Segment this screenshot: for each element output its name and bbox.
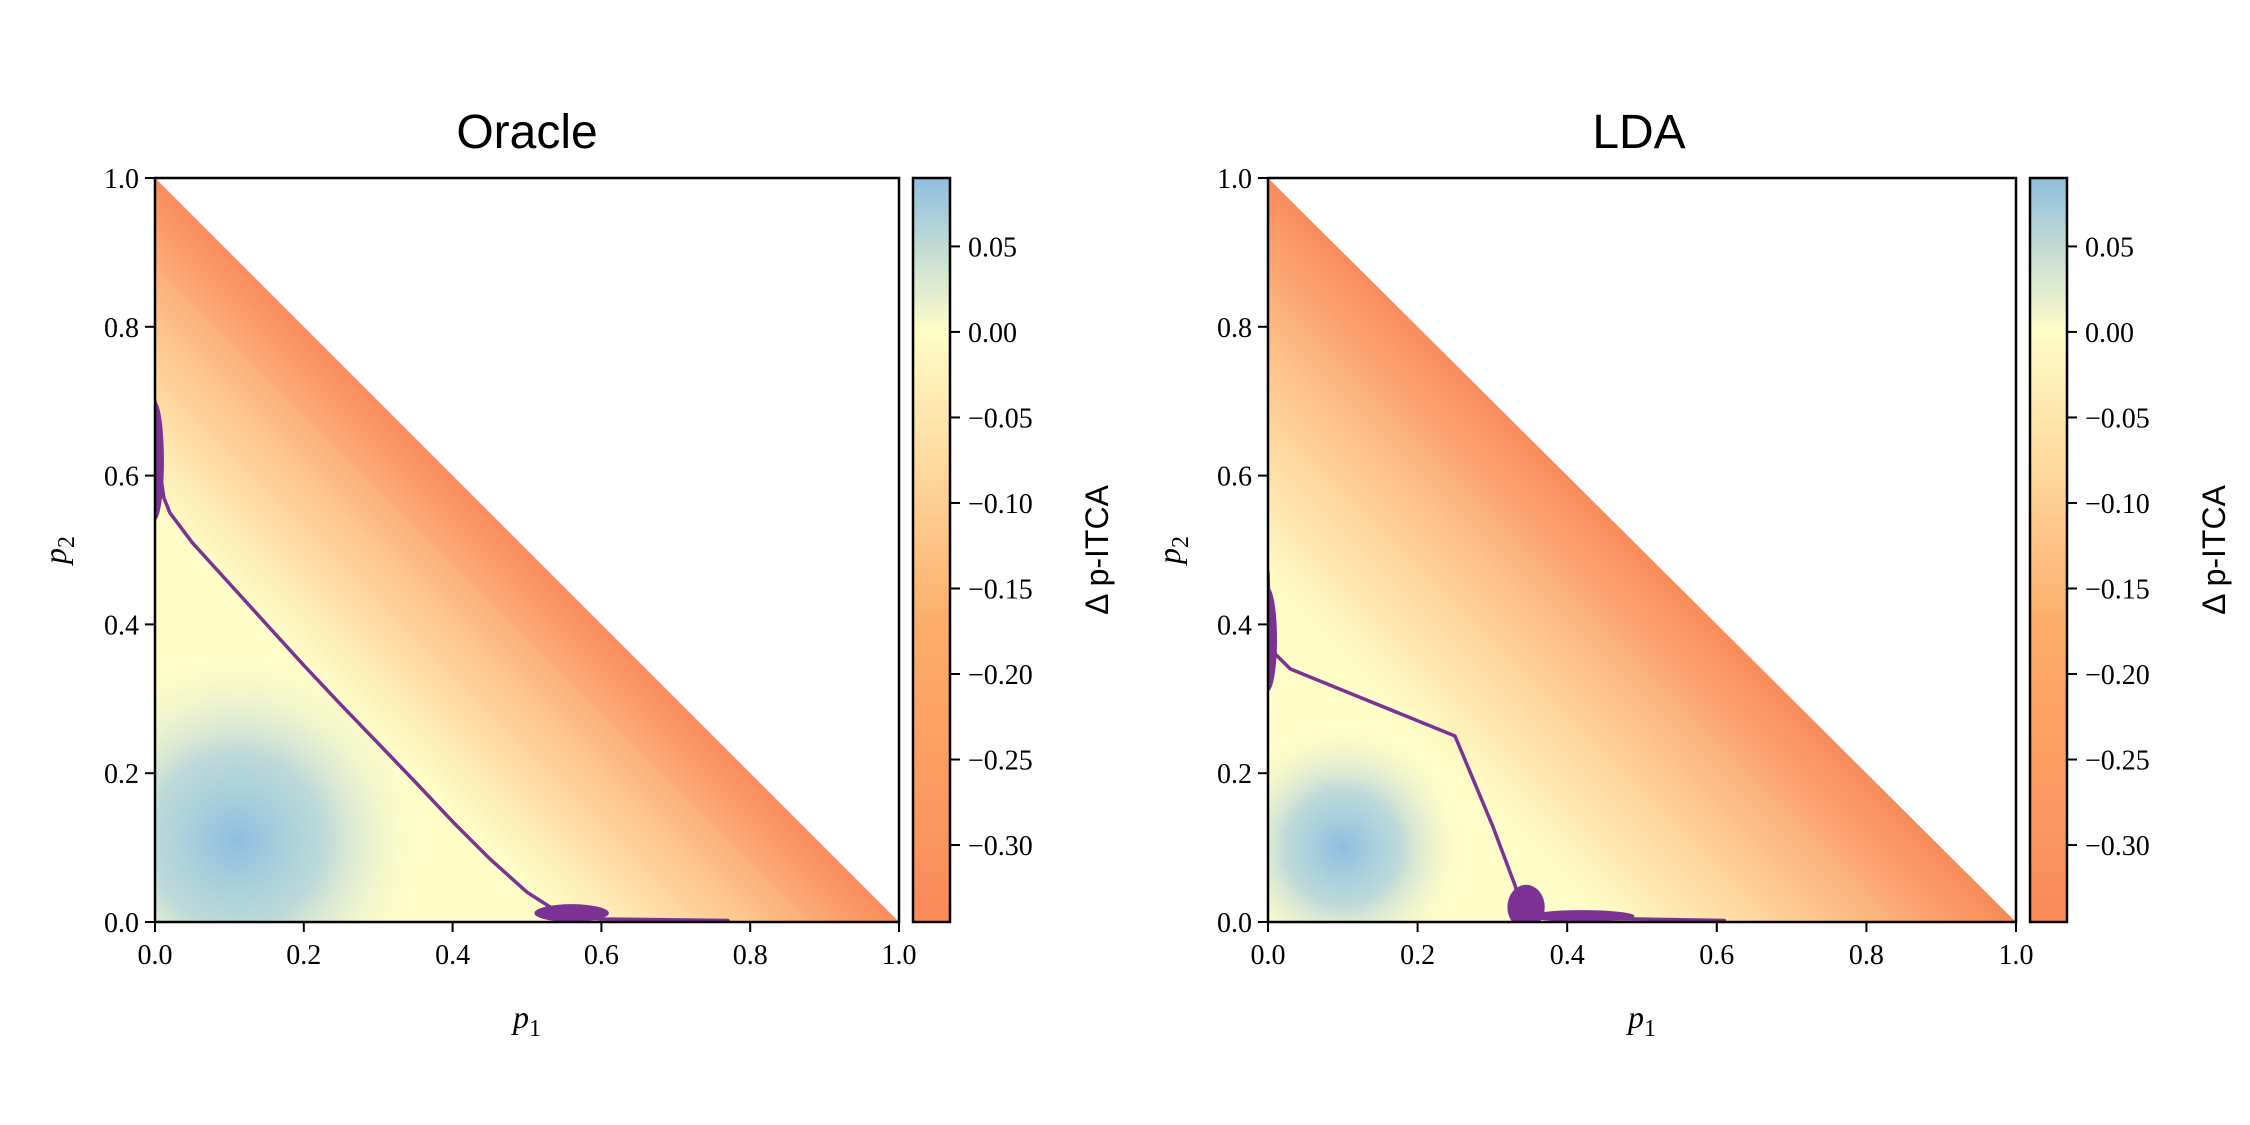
positive-region-shading [1268,178,2016,922]
oracle-heat-field [155,178,899,922]
x-tick-label: 0.0 [138,940,173,971]
oracle-colorbar: 0.05 0.00 −0.05 −0.10 −0.15 −0.20 −0.25 −0.30 Δ… [911,176,1115,924]
y-tick-label: 0.4 [1217,610,1252,641]
x-tick-label: 0.8 [733,940,768,971]
colorbar-tick-label: −0.25 [968,746,1033,777]
colorbar-tick-label: −0.05 [2085,403,2150,434]
lda-y-axis-label: p2 [1151,536,1194,566]
y-tick-label: 0.2 [104,759,139,790]
oracle-title: Oracle [456,106,597,159]
colorbar-tick-label: −0.30 [2085,831,2150,862]
colorbar-tick-label: −0.25 [2085,746,2150,777]
colorbar-tick-label: −0.10 [968,489,1033,520]
x-tick-label: 1.0 [1999,940,2034,971]
zero-contour-lobe [534,904,609,922]
lda-colorbar: 0.05 0.00 −0.05 −0.10 −0.15 −0.20 −0.25 −0.30 Δ… [2028,176,2232,924]
y-tick-label: 1.0 [104,164,139,195]
colorbar-tick-label: −0.15 [968,574,1033,605]
oracle-x-axis-label: p1 [511,999,541,1042]
x-tick-label: 0.2 [1400,940,1435,971]
x-tick-label: 0.0 [1251,940,1286,971]
colorbar-tick-label: −0.20 [2085,660,2150,691]
lda-colorbar-frame [2028,176,2069,924]
lda-x-ticks: 0.0 0.2 0.4 0.6 0.8 1.0 [1251,922,2034,971]
lda-heat-field [1268,178,2016,922]
colorbar-tick-label: −0.20 [968,660,1033,691]
y-tick-label: 0.2 [1217,759,1252,790]
oracle-axes-frame [153,176,901,924]
x-tick-label: 0.4 [1550,940,1585,971]
y-tick-label: 0.4 [104,610,139,641]
y-tick-label: 0.8 [104,313,139,344]
colorbar-tick-label: 0.05 [2085,232,2134,263]
oracle-y-axis-label: p2 [37,536,80,566]
panel-oracle: Oracle 0.0 0.2 0.4 0.6 0.8 1.0 0.00.20.40.60.… [37,106,1115,1042]
oracle-colorbar-frame [911,176,952,924]
zero-contour-lobe [1529,910,1635,922]
x-tick-label: 0.2 [286,940,321,971]
lda-plot-area [1268,178,2016,922]
x-tick-label: 1.0 [882,940,917,971]
lda-x-axis-label: p1 [1626,999,1656,1042]
lda-colorbar-ticks: 0.05 0.00 −0.05 −0.10 −0.15 −0.20 −0.25 −0.30 [2067,232,2150,862]
oracle-y-ticks: 0.0 0.2 0.4 0.6 0.8 1.0 [104,164,155,939]
zero-contour-boundary [155,399,730,922]
oracle-colorbar-gradient [913,178,950,922]
x-tick-label: 0.6 [584,940,619,971]
oracle-x-ticks: 0.0 0.2 0.4 0.6 0.8 1.0 [138,922,917,971]
oracle-plot-area [155,178,899,922]
colorbar-tick-label: −0.05 [968,403,1033,434]
y-tick-label: 1.0 [1217,164,1252,195]
x-tick-label: 0.4 [435,940,470,971]
oracle-colorbar-ticks: 0.05 0.00 −0.05 −0.10 −0.15 −0.20 −0.25 −0.30 [950,232,1033,862]
lda-colorbar-gradient [2030,178,2067,922]
y-tick-label: 0.8 [1217,313,1252,344]
colorbar-tick-label: 0.00 [968,318,1017,349]
y-tick-label: 0.0 [104,908,139,939]
panel-lda: LDA 0.0 0.2 0.4 0.6 0.8 1.0 0.0 0.2 0.4 0.6 0.8 1.… [1151,106,2232,1042]
x-tick-label: 0.6 [1699,940,1734,971]
x-tick-label: 0.8 [1849,940,1884,971]
y-tick-label: 0.6 [104,462,139,493]
oracle-colorbar-label: Δ p-ITCA [1079,484,1115,615]
colorbar-tick-label: −0.30 [968,831,1033,862]
lda-colorbar-label: Δ p-ITCA [2196,484,2232,615]
colorbar-tick-label: 0.05 [968,232,1017,263]
colorbar-tick-label: 0.00 [2085,318,2134,349]
lda-axes-frame [1266,176,2018,924]
lda-title: LDA [1592,106,1685,159]
y-tick-label: 0.6 [1217,462,1252,493]
colorbar-tick-label: −0.15 [2085,574,2150,605]
lda-y-ticks: 0.0 0.2 0.4 0.6 0.8 1.0 [1217,164,1268,939]
positive-region-shading [155,178,899,922]
y-tick-label: 0.0 [1217,908,1252,939]
colorbar-tick-label: −0.10 [2085,489,2150,520]
